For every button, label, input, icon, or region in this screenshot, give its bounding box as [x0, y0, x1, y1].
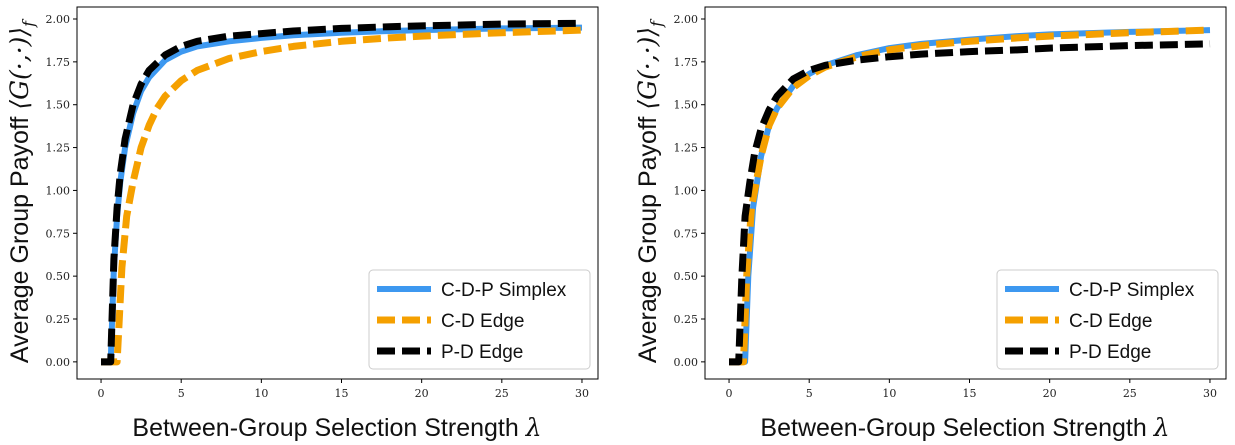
- y-tick-label: 0.00: [46, 356, 71, 369]
- legend-label: P-D Edge: [441, 342, 523, 363]
- y-axis-label-text: Average Group Payoff: [634, 110, 662, 363]
- x-axis-label-text: Between-Group Selection Strength: [132, 414, 525, 442]
- y-tick-label: 1.50: [46, 99, 71, 112]
- y-tick-label: 0.25: [46, 313, 71, 326]
- series-line-p-d-edge: [729, 40, 1211, 366]
- y-tick-label: 2.00: [674, 13, 699, 26]
- legend-label: C-D-P Simplex: [441, 280, 567, 301]
- y-tick-label: 0.50: [674, 270, 699, 283]
- y-axis-label: Average Group Payoff ⟨G(·,·)⟩f: [5, 18, 38, 363]
- y-tick-label: 2.00: [46, 13, 71, 26]
- x-tick-label: 15: [335, 387, 349, 400]
- y-axis-label-text: Average Group Payoff: [6, 110, 34, 363]
- y-tick-label: 0.75: [46, 227, 71, 240]
- y-axis-subscript: f: [647, 18, 666, 28]
- legend-label: C-D Edge: [1069, 311, 1152, 332]
- x-tick-label: 10: [882, 387, 896, 400]
- series-group: [729, 26, 1211, 366]
- legend: C-D-P Simplex C-D Edge P-D Edge: [368, 269, 591, 370]
- x-tick-label: 20: [1043, 387, 1057, 400]
- y-tick-label: 1.25: [46, 142, 71, 155]
- y-axis-symbol: ⟨G(·,·)⟩: [633, 27, 662, 110]
- y-tick-label: 1.25: [674, 142, 699, 155]
- y-tick-label: 0.25: [674, 313, 699, 326]
- series-line-c-d-edge: [101, 26, 583, 366]
- legend-box: [996, 269, 1219, 370]
- x-tick-label: 15: [963, 387, 977, 400]
- y-tick-label: 1.00: [674, 184, 699, 197]
- x-tick-label: 25: [495, 387, 509, 400]
- y-tick-label: 0.75: [674, 227, 699, 240]
- x-axis-label-text: Between-Group Selection Strength: [760, 414, 1153, 442]
- x-axis-label: Between-Group Selection Strength λ: [132, 413, 541, 442]
- x-tick-label: 25: [1123, 387, 1137, 400]
- x-axis-symbol: λ: [1153, 413, 1170, 442]
- x-tick-label: 30: [1203, 387, 1217, 400]
- chart-panel-left: 0 5 10 15 20 25 30 0.00 0.25 0.50 0.75 1.00 1.25 1.50…: [5, 6, 599, 442]
- y-tick-label: 1.75: [674, 56, 699, 69]
- y-tick-label: 0.50: [46, 270, 71, 283]
- x-tick-label: 10: [254, 387, 268, 400]
- y-axis-symbol: ⟨G(·,·)⟩: [5, 27, 34, 110]
- legend-label: P-D Edge: [1069, 342, 1151, 363]
- y-tick-label: 1.50: [674, 99, 699, 112]
- legend-box: [368, 269, 591, 370]
- x-axis-label: Between-Group Selection Strength λ: [760, 413, 1169, 442]
- x-tick-label: 0: [98, 387, 105, 400]
- y-tick-label: 1.00: [46, 184, 71, 197]
- x-tick-label: 0: [726, 387, 733, 400]
- plot-frame: [76, 6, 599, 380]
- x-axis-symbol: λ: [525, 413, 542, 442]
- y-axis-subscript: f: [19, 18, 38, 28]
- legend-label: C-D-P Simplex: [1069, 280, 1195, 301]
- x-tick-label: 5: [178, 387, 185, 400]
- legend-label: C-D Edge: [441, 311, 524, 332]
- x-tick-label: 30: [575, 387, 589, 400]
- plot-frame: [704, 6, 1227, 380]
- y-axis-label: Average Group Payoff ⟨G(·,·)⟩f: [633, 18, 666, 363]
- legend: C-D-P Simplex C-D Edge P-D Edge: [996, 269, 1219, 370]
- y-tick-label: 0.00: [674, 356, 699, 369]
- y-tick-label: 1.75: [46, 56, 71, 69]
- chart-panel-right: 0 5 10 15 20 25 30 0.00 0.25 0.50 0.75 1.00 1.25 1.50…: [633, 6, 1227, 442]
- series-line-p-d-edge: [101, 19, 583, 366]
- x-tick-label: 5: [806, 387, 813, 400]
- series-group: [101, 19, 583, 366]
- x-tick-label: 20: [415, 387, 429, 400]
